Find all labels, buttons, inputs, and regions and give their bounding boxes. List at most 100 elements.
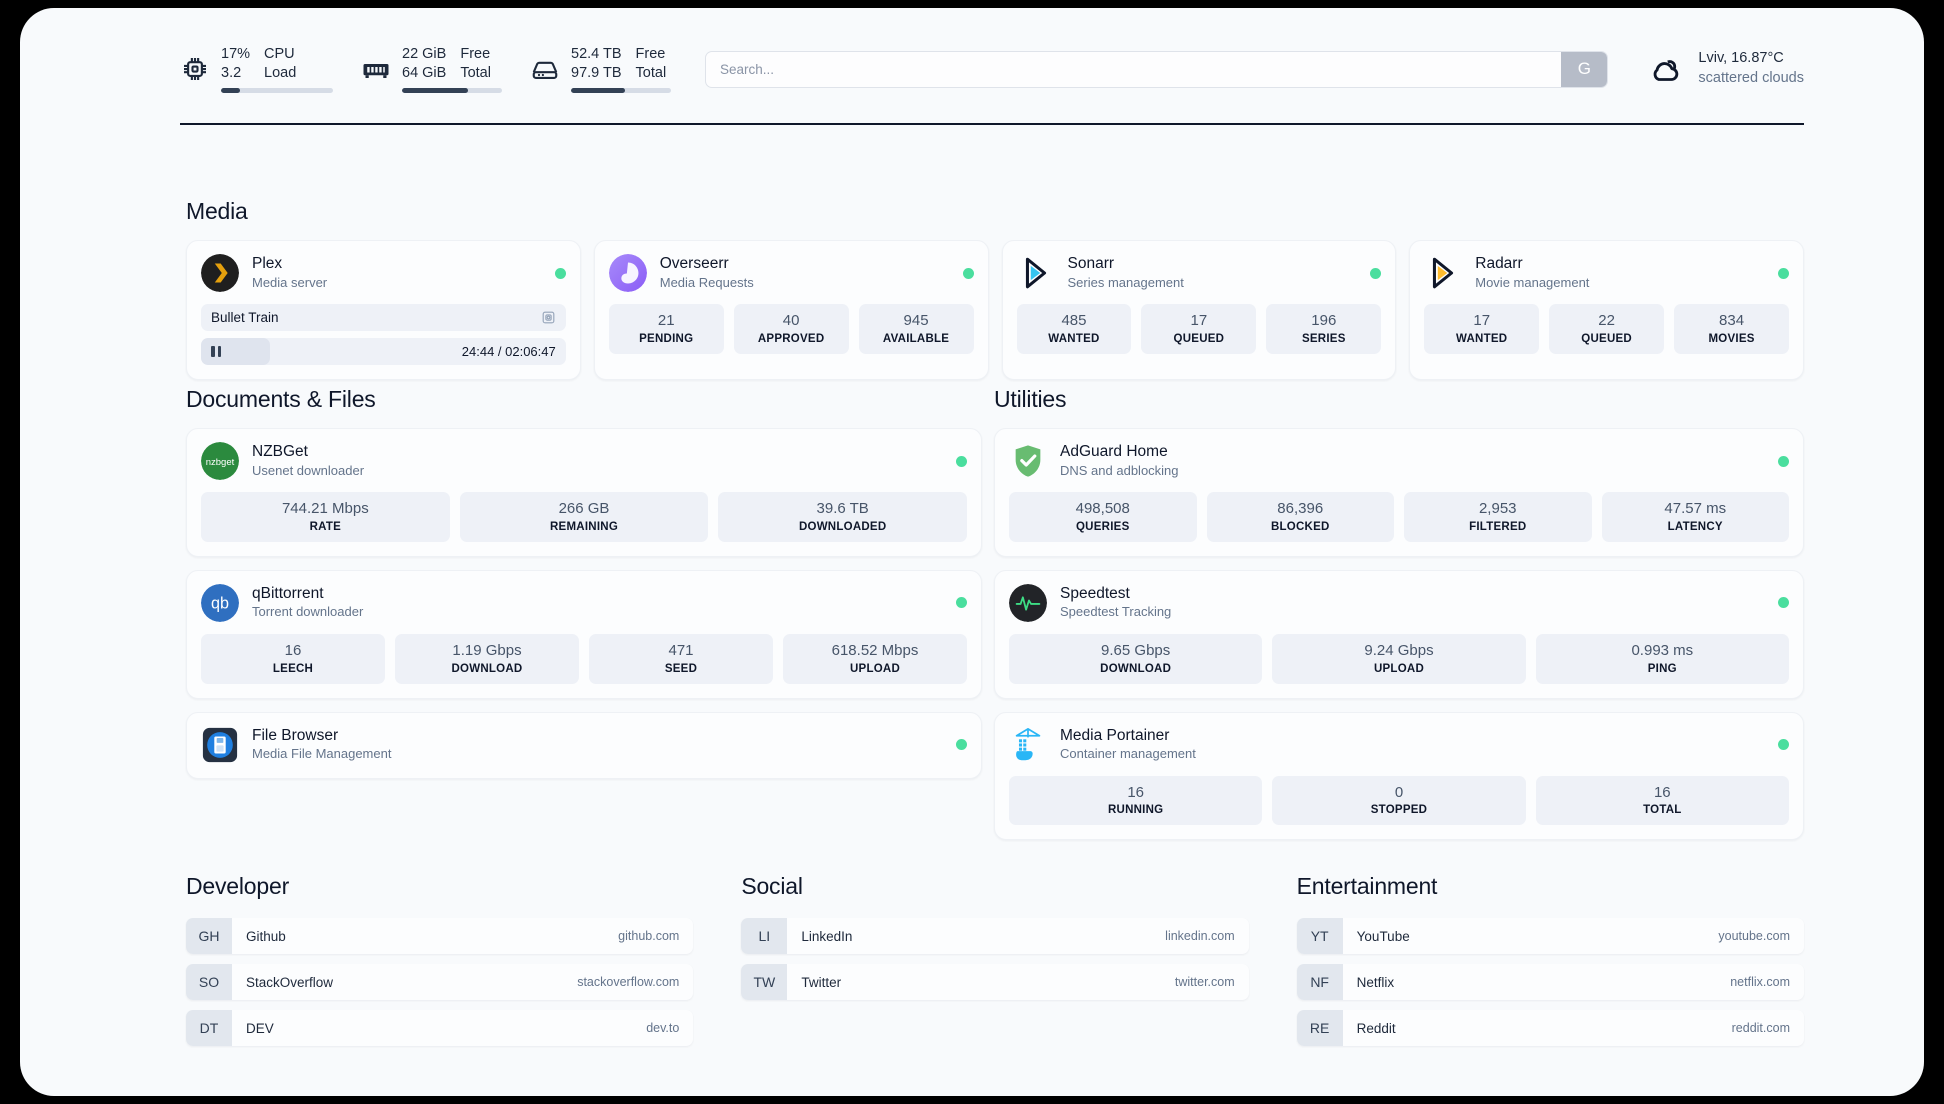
stat-label: SEED — [664, 662, 698, 675]
stat-tile: 86,396 BLOCKED — [1206, 492, 1394, 542]
bookmark-item[interactable]: YT YouTube youtube.com — [1296, 918, 1804, 954]
bookmark-item[interactable]: RE Reddit reddit.com — [1296, 1010, 1804, 1046]
status-badge — [962, 267, 974, 279]
cpu-load-value: 3.2 — [221, 64, 242, 81]
stat-value: 196 — [1311, 312, 1337, 329]
documents-card-column: nzbget NZBGet Usenet downloader 744.21 M… — [186, 428, 982, 779]
service-subtitle: Usenet downloader — [252, 462, 365, 478]
bookmark-item[interactable]: LI LinkedIn linkedin.com — [741, 918, 1249, 954]
stat-label: PING — [1647, 662, 1677, 675]
service-card-qbittorrent[interactable]: qb qBittorrent Torrent downloader 16 LEE… — [186, 569, 982, 699]
bookmark-url: stackoverflow.com — [577, 975, 680, 989]
card-header: File Browser Media File Management — [201, 726, 967, 764]
status-badge — [956, 455, 967, 467]
memory-total-value: 64 GiB — [402, 64, 447, 81]
stat-label: AVAILABLE — [882, 332, 950, 345]
stat-value: 16 — [1127, 783, 1144, 801]
stat-label: QUEUED — [1581, 332, 1632, 345]
service-card-file-browser[interactable]: File Browser Media File Management — [186, 711, 982, 779]
cpu-label-top: CPU — [264, 46, 295, 63]
stat-label: LEECH — [272, 662, 314, 675]
stat-label: DOWNLOAD — [1100, 662, 1172, 675]
bookmark-name: StackOverflow — [246, 974, 334, 990]
bookmark-name: Twitter — [801, 974, 842, 990]
bookmark-list: GH Github github.com SO StackOverflow st… — [186, 918, 694, 1046]
bookmark-url: youtube.com — [1718, 929, 1790, 943]
stats-row: 17 WANTED 22 QUEUED 834 MOVIES — [1424, 304, 1790, 354]
card-header: Plex Media server — [201, 254, 566, 292]
status-badge — [956, 597, 967, 609]
search-engine-button[interactable]: G — [1561, 51, 1608, 87]
search-input[interactable] — [706, 51, 1562, 87]
stat-value: 618.52 Mbps — [831, 641, 919, 659]
search-bar[interactable]: G — [705, 50, 1609, 88]
status-badge — [1370, 267, 1382, 279]
service-subtitle: Container management — [1060, 746, 1196, 762]
service-subtitle: Media File Management — [252, 746, 392, 762]
bookmark-badge: GH — [186, 918, 232, 954]
stat-tile: 16 RUNNING — [1009, 775, 1263, 826]
stat-label: RATE — [309, 520, 342, 533]
stat-value: 17 — [1190, 312, 1208, 329]
utilities-card-column: AdGuard Home DNS and adblocking 498,508 … — [994, 428, 1804, 841]
bookmark-item[interactable]: DT DEV dev.to — [186, 1010, 694, 1046]
bookmark-badge: TW — [741, 964, 788, 1000]
disk-total-value: 97.9 TB — [571, 64, 622, 81]
portainer-icon — [1015, 727, 1041, 760]
stat-value: 47.57 ms — [1664, 500, 1727, 517]
stat-tile: 485 WANTED — [1016, 304, 1132, 354]
pause-icon[interactable] — [211, 346, 221, 357]
stat-tile: 0 STOPPED — [1272, 775, 1526, 826]
bookmark-name: LinkedIn — [801, 928, 853, 944]
service-card-plex[interactable]: Plex Media server Bullet Train — [186, 240, 581, 380]
cpu-usage-bar — [221, 87, 333, 93]
header-divider — [180, 123, 1804, 125]
cast-device-icon[interactable] — [541, 310, 556, 325]
stat-tile: 471 SEED — [589, 633, 773, 684]
bookmark-group-entertainment: Entertainment YT YouTube youtube.com NF … — [1296, 873, 1804, 1046]
stat-label: DOWNLOADED — [798, 520, 887, 533]
stat-value: 266 GB — [558, 500, 610, 517]
bookmark-item[interactable]: SO StackOverflow stackoverflow.com — [186, 964, 694, 1000]
bookmark-badge: NF — [1296, 964, 1343, 1000]
status-badge — [1778, 267, 1789, 279]
system-stats: 17% 3.2 CPU Load — [180, 45, 671, 93]
bookmark-url: linkedin.com — [1165, 929, 1235, 943]
bookmark-name: Reddit — [1356, 1020, 1396, 1036]
bookmark-item[interactable]: TW Twitter twitter.com — [741, 964, 1249, 1000]
dashboard-frame: 17% 3.2 CPU Load — [20, 8, 1924, 1096]
service-card-overseerr[interactable]: Overseerr Media Requests 21 PENDING 40 A… — [593, 240, 989, 380]
service-card-speedtest[interactable]: Speedtest Speedtest Tracking 9.65 Gbps D… — [994, 569, 1804, 699]
memory-ram-icon — [363, 64, 389, 78]
stat-tile: 17 QUEUED — [1141, 304, 1257, 354]
service-card-adguard-home[interactable]: AdGuard Home DNS and adblocking 498,508 … — [994, 428, 1804, 557]
service-subtitle: Series management — [1067, 274, 1184, 290]
disk-label-bottom: Total — [635, 64, 667, 81]
service-name: Sonarr — [1067, 255, 1115, 273]
bookmark-group-title: Social — [741, 873, 803, 899]
stat-value: 744.21 Mbps — [281, 500, 369, 517]
stat-label: DOWNLOAD — [451, 662, 523, 675]
stats-row: 485 WANTED 17 QUEUED 196 SERIES — [1016, 304, 1382, 354]
stat-label: LATENCY — [1667, 520, 1723, 533]
svg-text:nzbget: nzbget — [206, 457, 235, 468]
service-name: AdGuard Home — [1060, 443, 1168, 461]
bookmark-item[interactable]: NF Netflix netflix.com — [1296, 964, 1804, 1000]
status-badge — [1778, 455, 1789, 467]
service-card-sonarr[interactable]: Sonarr Series management 485 WANTED 17 Q… — [1001, 240, 1397, 380]
service-card-radarr[interactable]: Radarr Movie management 17 WANTED 22 QUE… — [1409, 240, 1804, 380]
cpu-chip-icon — [184, 58, 206, 80]
stat-value: 1.19 Gbps — [452, 641, 522, 659]
section-title-documents: Documents & Files — [186, 386, 376, 412]
stat-value: 86,396 — [1277, 500, 1324, 517]
bookmark-item[interactable]: GH Github github.com — [186, 918, 694, 954]
bookmark-list: YT YouTube youtube.com NF Netflix netfli… — [1296, 918, 1804, 1046]
stat-value: 2,953 — [1478, 500, 1517, 517]
memory-label-top: Free — [460, 46, 491, 63]
service-card-media-portainer[interactable]: Media Portainer Container management 16 … — [994, 711, 1804, 841]
now-playing-title: Bullet Train — [211, 310, 279, 325]
playback-progress-bar[interactable]: 24:44 / 02:06:47 — [201, 338, 566, 365]
bookmark-url: github.com — [618, 929, 680, 943]
nzbget-icon: nzbget — [201, 442, 239, 480]
service-card-nzbget[interactable]: nzbget NZBGet Usenet downloader 744.21 M… — [186, 428, 982, 557]
